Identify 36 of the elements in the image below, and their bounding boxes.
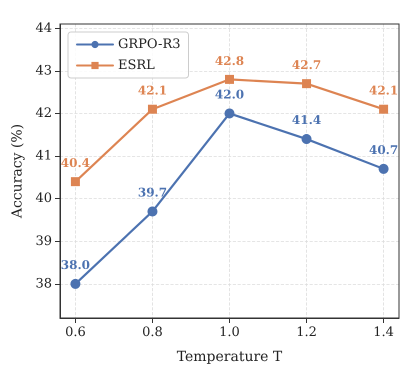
x-axis-title: Temperature T bbox=[176, 349, 283, 365]
x-tick-label: 1.4 bbox=[373, 325, 394, 340]
y-tick-label: 42 bbox=[35, 106, 52, 121]
data-label: 39.7 bbox=[138, 185, 168, 200]
point bbox=[224, 108, 234, 118]
point bbox=[379, 104, 388, 114]
y-tick-label: 38 bbox=[35, 276, 52, 292]
x-tick-label: 0.8 bbox=[142, 325, 163, 340]
data-label: 42.8 bbox=[214, 54, 244, 68]
data-label: 42.7 bbox=[292, 58, 322, 72]
x-tick-label: 1.2 bbox=[296, 325, 317, 340]
y-tick-label: 39 bbox=[35, 234, 52, 249]
x-tick-label: 1.0 bbox=[219, 325, 240, 340]
legend-label: ESRL bbox=[118, 58, 156, 73]
point bbox=[70, 177, 80, 186]
y-tick-label: 43 bbox=[35, 63, 52, 78]
point bbox=[147, 206, 158, 216]
point bbox=[302, 79, 312, 88]
point bbox=[70, 278, 80, 289]
data-label: 42.1 bbox=[368, 84, 398, 98]
point bbox=[302, 134, 312, 144]
point bbox=[225, 74, 234, 84]
y-axis-title: Accuracy (%) bbox=[10, 124, 26, 220]
x-tick-label: 0.6 bbox=[65, 325, 86, 340]
point bbox=[378, 164, 389, 174]
data-label: 42.0 bbox=[214, 87, 244, 102]
data-label: 38.0 bbox=[60, 258, 90, 272]
y-tick-label: 41 bbox=[35, 148, 52, 164]
data-label: 41.4 bbox=[292, 113, 322, 128]
y-tick-label: 40 bbox=[35, 191, 52, 206]
data-label: 42.1 bbox=[138, 84, 168, 98]
y-tick-label: 44 bbox=[35, 20, 52, 36]
data-label: 40.4 bbox=[60, 156, 90, 170]
point bbox=[148, 104, 157, 114]
legend-label: GRPO-R3 bbox=[118, 37, 181, 52]
data-label: 40.7 bbox=[368, 142, 398, 157]
